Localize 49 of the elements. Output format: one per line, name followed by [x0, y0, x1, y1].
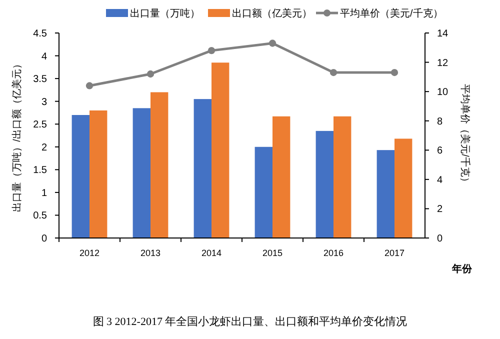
y-tick-label: 1.5 — [33, 165, 48, 176]
bar — [376, 150, 394, 238]
bar — [272, 116, 290, 238]
point — [268, 40, 276, 47]
bar — [72, 115, 90, 238]
legend-label: 出口额（亿美元） — [232, 8, 312, 20]
x-tick-label: 2016 — [323, 248, 344, 258]
x-axis-title: 年份 — [451, 263, 473, 275]
y-tick-label: 1 — [41, 188, 48, 199]
point — [208, 47, 216, 54]
y-tick-label: 3.5 — [33, 74, 48, 86]
y2-tick-label: 14 — [437, 28, 449, 40]
legend-label: 出口量（万吨） — [130, 8, 200, 20]
y2-tick-label: 6 — [437, 146, 443, 157]
bar — [334, 116, 352, 238]
y2-tick-label: 0 — [437, 234, 443, 244]
point — [330, 68, 338, 76]
legend-label: 平均单价（美元/千克） — [340, 8, 443, 20]
x-tick-label: 2014 — [201, 248, 222, 258]
bar — [394, 138, 412, 238]
x-tick-label: 2013 — [140, 248, 161, 258]
bar — [150, 92, 168, 238]
bar — [90, 110, 108, 238]
x-tick-label: 2017 — [384, 248, 405, 258]
y-tick-label: 4 — [41, 51, 48, 62]
point — [86, 82, 94, 90]
point — [146, 70, 154, 78]
point — [390, 68, 398, 76]
y2-tick-label: 12 — [437, 58, 449, 69]
y-tick-label: 2.5 — [33, 120, 48, 131]
bar — [212, 62, 230, 238]
x-tick-label: 2015 — [262, 248, 283, 258]
caption: 图 3 2012-2017 年全国小龙虾出口量、出口额和平均单价变化情况 — [92, 315, 408, 328]
y2-tick-label: 4 — [437, 174, 443, 186]
y2-tick-label: 8 — [437, 116, 443, 128]
y-tick-label: 2 — [41, 142, 48, 154]
x-tick-label: 2012 — [79, 248, 100, 258]
bar — [132, 108, 150, 238]
y2-axis-title: 平均单价（美元/千克） — [459, 84, 471, 187]
bar — [194, 99, 212, 238]
bar — [316, 130, 334, 238]
bar — [254, 146, 272, 238]
y-axis-title: 出口量（万吨）/出口额（亿美元） — [11, 59, 23, 212]
y-tick-label: 3 — [41, 96, 48, 108]
y2-tick-label: 10 — [437, 87, 449, 98]
y2-tick-label: 2 — [437, 204, 443, 216]
y-tick-label: 0.5 — [33, 210, 48, 222]
y-tick-label: 0 — [41, 234, 48, 244]
y-tick-label: 4.5 — [33, 28, 48, 40]
